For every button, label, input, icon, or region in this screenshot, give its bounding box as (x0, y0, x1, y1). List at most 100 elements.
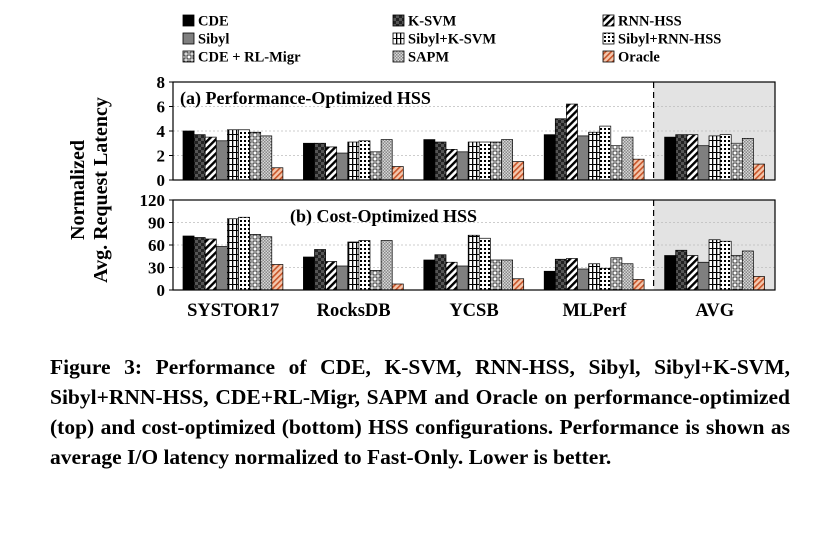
legend-item-oracle: Oracle (602, 50, 660, 66)
bar-sapm-rocksdb (380, 240, 393, 291)
bar-cde-rl-migr-rocksdb (369, 270, 382, 291)
bar-sibyl-rnn-hss-systor17 (238, 216, 250, 291)
legend-label: Sibyl+K-SVM (408, 32, 496, 48)
bar-rnn-hss-mlperf (566, 103, 578, 181)
legend-item-sapm: SAPM (392, 50, 449, 66)
bar-sibyl-ycsb (456, 151, 469, 181)
legend-item-sibyl-k-svm: Sibyl+K-SVM (392, 32, 496, 48)
legend-label: Oracle (618, 50, 660, 66)
panel-title: (b) Cost-Optimized HSS (290, 206, 477, 227)
bar-oracle-systor17 (271, 167, 284, 181)
y-tick-label: 60 (148, 236, 165, 255)
bar-sibyl-rnn-hss-rocksdb (358, 140, 371, 181)
legend-item-sibyl: Sibyl (182, 32, 229, 48)
legend-label: RNN-HSS (618, 14, 682, 30)
bar-sapm-ycsb (501, 259, 513, 291)
bar-sibyl-k-svm-mlperf (588, 263, 601, 291)
bar-cde-rl-migr-avg (730, 255, 743, 291)
category-label-ycsb: YCSB (449, 301, 498, 321)
legend-swatch (602, 32, 615, 45)
bar-sibyl-rnn-hss-mlperf (599, 267, 612, 291)
bar-rnn-hss-ycsb (445, 149, 458, 181)
bar-sibyl-systor17 (215, 246, 228, 291)
bar-cde-systor17 (182, 130, 195, 181)
legend-label: CDE + RL-Migr (198, 50, 301, 66)
category-label-rocksdb: RocksDB (317, 301, 391, 321)
bar-k-svm-ycsb (434, 141, 447, 181)
bar-sibyl-rnn-hss-mlperf (599, 125, 612, 181)
bar-cde-rl-migr-mlperf (610, 145, 623, 181)
bar-cde-rl-migr-mlperf (610, 257, 623, 291)
bar-cde-rl-migr-ycsb (490, 259, 502, 291)
bar-cde-mlperf (543, 134, 556, 181)
bar-rnn-hss-ycsb (445, 261, 458, 291)
bar-cde-rocksdb (303, 142, 315, 181)
bar-sibyl-rnn-hss-ycsb (478, 141, 491, 181)
x-axis-category-labels: SYSTOR17 RocksDB YCSB MLPerf AVG (187, 301, 734, 321)
bar-sibyl-k-svm-rocksdb (347, 141, 360, 181)
bar-cde-avg (664, 136, 677, 181)
bar-rnn-hss-mlperf (566, 258, 578, 291)
legend-swatch (602, 50, 615, 63)
legend-item-k-svm: K-SVM (392, 14, 457, 30)
legend-item-cde: CDE (182, 14, 229, 30)
y-tick-label: 0 (157, 281, 166, 300)
panel-title: (a) Performance-Optimized HSS (180, 88, 431, 109)
bar-oracle-mlperf (632, 158, 645, 181)
bar-rnn-hss-systor17 (204, 136, 217, 181)
bar-k-svm-avg (675, 249, 688, 291)
bar-sibyl-rnn-hss-ycsb (478, 237, 491, 291)
category-label-mlperf: MLPerf (563, 301, 628, 321)
bar-cde-rl-migr-ycsb (490, 141, 502, 181)
bar-sibyl-avg (697, 145, 710, 181)
bar-oracle-avg (753, 163, 765, 181)
bar-cde-rl-migr-systor17 (249, 234, 262, 291)
bar-k-svm-mlperf (554, 258, 567, 291)
bar-oracle-systor17 (271, 264, 284, 291)
legend: CDE K-SVM RNN-HSS Sibyl Sibyl+K-SVM Sibyl+RNN… (182, 14, 721, 66)
legend-swatch (392, 50, 405, 63)
bar-sapm-avg (741, 138, 754, 181)
bar-sibyl-k-svm-systor17 (227, 129, 239, 181)
bar-rnn-hss-rocksdb (325, 146, 338, 181)
bar-oracle-ycsb (512, 161, 525, 181)
legend-swatch (182, 14, 195, 27)
y-tick-label: 0 (157, 171, 166, 190)
bar-sibyl-ycsb (456, 265, 469, 291)
bar-sibyl-rnn-hss-avg (719, 134, 732, 181)
bar-sibyl-k-svm-rocksdb (347, 241, 360, 291)
figure-caption: Figure 3: Performance of CDE, K-SVM, RNN… (50, 355, 790, 469)
y-tick-label: 30 (148, 259, 165, 278)
legend-label: K-SVM (408, 14, 457, 30)
bar-sapm-rocksdb (380, 139, 393, 181)
bar-sapm-avg (741, 250, 754, 291)
legend-item-cde-rl-migr: CDE + RL-Migr (182, 50, 301, 66)
bar-rnn-hss-avg (686, 134, 699, 181)
bar-sibyl-k-svm-systor17 (227, 218, 239, 291)
bar-sibyl-k-svm-ycsb (467, 141, 480, 181)
bar-k-svm-rocksdb (314, 249, 326, 291)
legend-label: Sibyl (198, 32, 229, 48)
bar-k-svm-avg (675, 134, 688, 181)
bar-sibyl-rocksdb (336, 152, 349, 181)
bar-sibyl-mlperf (577, 135, 589, 181)
bar-oracle-avg (753, 276, 765, 291)
legend-item-sibyl-rnn-hss: Sibyl+RNN-HSS (602, 32, 721, 48)
bar-cde-rl-migr-systor17 (249, 131, 262, 181)
legend-swatch (392, 32, 405, 45)
y-tick-label: 4 (157, 122, 166, 141)
y-tick-label: 6 (157, 98, 166, 117)
y-tick-label: 120 (140, 191, 166, 210)
panel-performance-optimized: 0 2 4 6 8 (a) Performance-Optimized HSS (157, 73, 776, 190)
bar-cde-rocksdb (303, 256, 315, 291)
category-label-avg: AVG (695, 301, 734, 321)
bar-cde-ycsb (423, 259, 436, 291)
bar-cde-rl-migr-rocksdb (369, 151, 382, 181)
bar-k-svm-mlperf (554, 118, 567, 181)
bar-sibyl-rnn-hss-rocksdb (358, 240, 371, 291)
legend-item-rnn-hss: RNN-HSS (602, 14, 682, 30)
bar-sapm-systor17 (260, 236, 273, 291)
bar-sibyl-rnn-hss-avg (719, 240, 732, 291)
bar-cde-ycsb (423, 139, 436, 181)
